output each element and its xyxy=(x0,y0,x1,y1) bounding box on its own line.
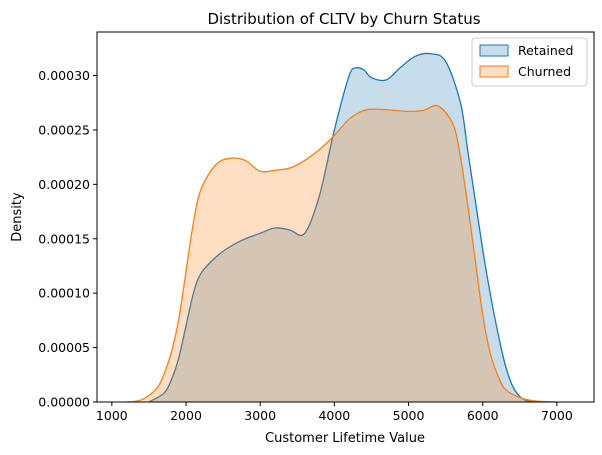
x-axis: 1000 2000 3000 4000 5000 6000 7000 xyxy=(96,402,573,423)
legend-frame xyxy=(471,37,588,87)
y-tick-label: 0.00025 xyxy=(38,122,90,137)
plot-frame xyxy=(96,31,595,403)
legend-swatch-churned xyxy=(479,65,509,78)
legend-swatch-retained xyxy=(479,44,509,57)
y-axis: 0.00000 0.00005 0.00010 0.00015 0.00020 0.000… xyxy=(38,68,97,410)
chart-title: Distribution of CLTV by Churn Status xyxy=(207,10,480,28)
density-line-churned xyxy=(126,104,557,403)
density-line-retained xyxy=(148,52,535,403)
x-tick-label: 2000 xyxy=(170,408,202,423)
legend-label-retained: Retained xyxy=(518,43,573,58)
y-tick-label: 0.00020 xyxy=(38,177,90,192)
legend: Retained Churned xyxy=(471,37,588,87)
y-tick-label: 0.00010 xyxy=(38,286,90,301)
x-tick-label: 3000 xyxy=(244,408,276,423)
x-tick-label: 5000 xyxy=(393,408,425,423)
y-tick-label: 0.00030 xyxy=(38,68,90,83)
series-layer xyxy=(126,52,557,403)
y-tick-label: 0.00000 xyxy=(38,395,90,410)
x-axis-label: Customer Lifetime Value xyxy=(265,431,425,446)
y-tick-label: 0.00005 xyxy=(38,340,90,355)
density-area-churned xyxy=(126,105,557,402)
x-tick-label: 1000 xyxy=(96,408,128,423)
x-tick-label: 7000 xyxy=(541,408,573,423)
x-tick-label: 4000 xyxy=(318,408,350,423)
plot-area xyxy=(96,31,595,403)
x-tick-label: 6000 xyxy=(467,408,499,423)
legend-label-churned: Churned xyxy=(518,64,571,79)
y-axis-label: Density xyxy=(10,192,25,242)
density-area-retained xyxy=(148,53,535,402)
y-tick-label: 0.00015 xyxy=(38,231,90,246)
